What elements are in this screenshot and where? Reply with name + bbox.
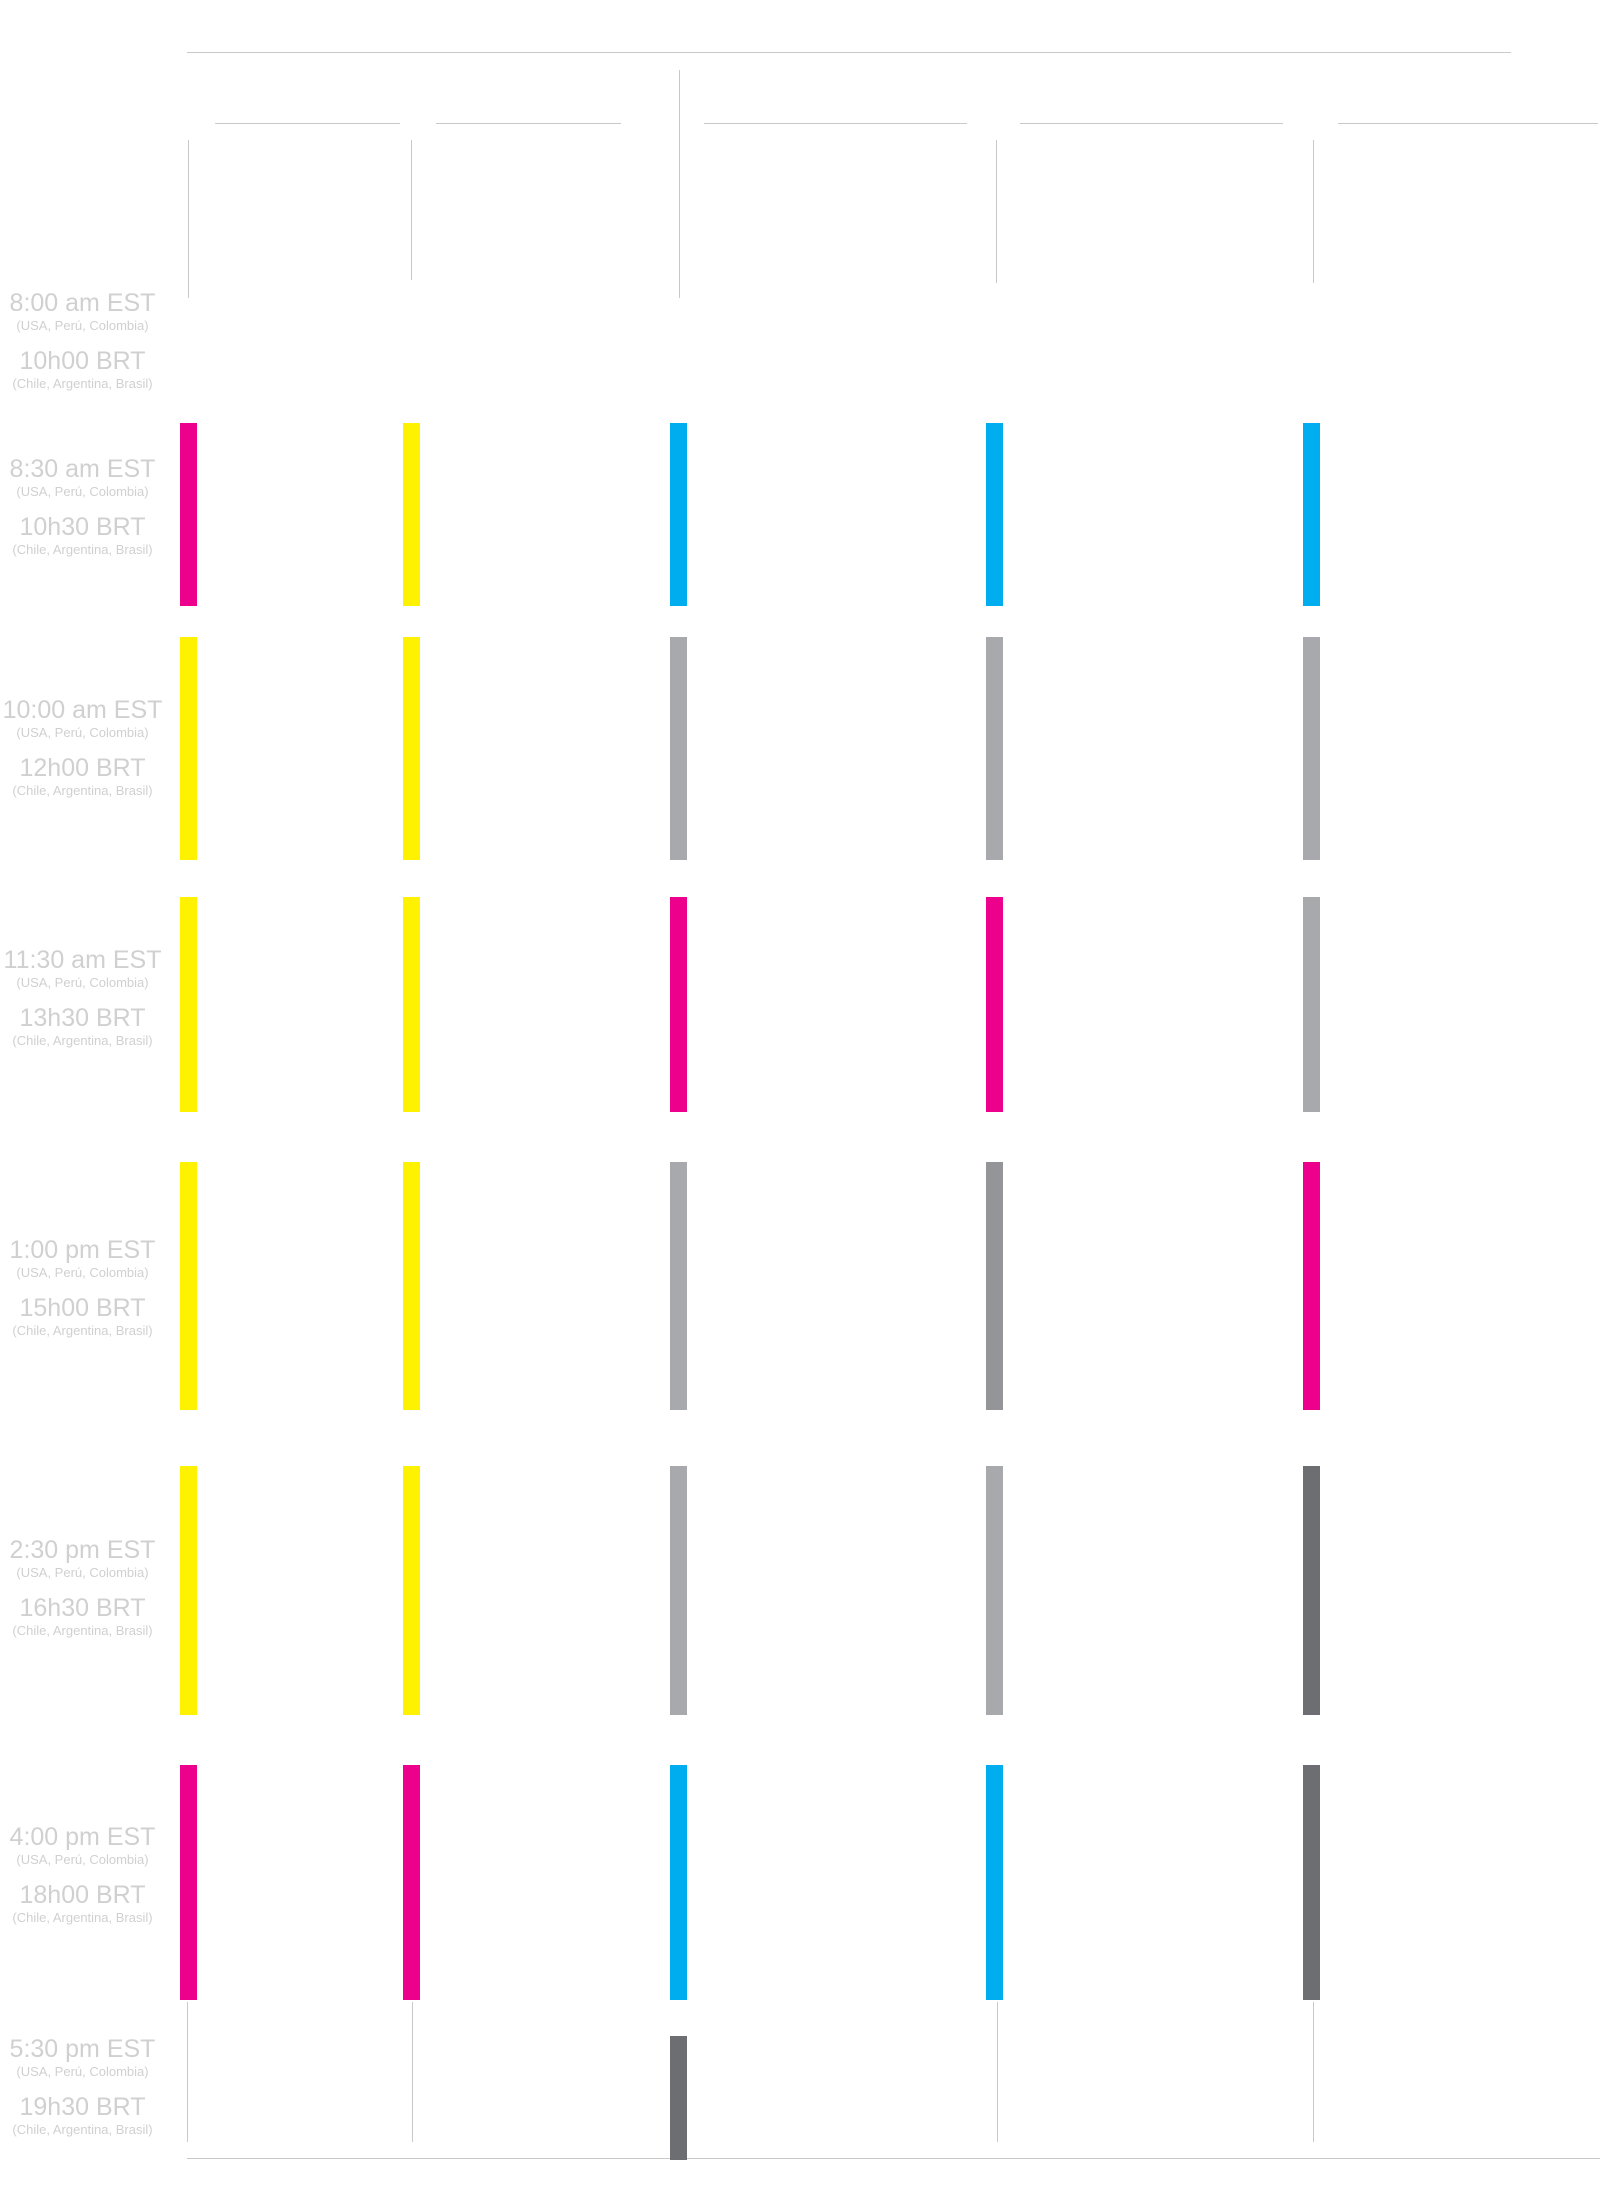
session-bar-track-3-slot-1 <box>670 423 687 606</box>
est-time: 11:30 am EST <box>3 946 162 974</box>
time-slot-5: 1:00 pm EST (USA, Perú, Colombia) 15h00 … <box>0 1235 165 1351</box>
session-bar-track-4-slot-3 <box>986 897 1003 1112</box>
brt-time: 10h00 BRT <box>19 347 146 375</box>
track-5-header-rule <box>1338 123 1598 124</box>
session-bar-track-2-slot-1 <box>403 423 420 606</box>
est-regions: (USA, Perú, Colombia) <box>16 484 149 499</box>
track-3-header-rule <box>704 123 967 124</box>
est-regions: (USA, Perú, Colombia) <box>16 2064 149 2079</box>
est-time: 4:00 pm EST <box>9 1823 156 1851</box>
session-bar-track-1-slot-5 <box>180 1466 197 1715</box>
time-slot-1: 8:00 am EST (USA, Perú, Colombia) 10h00 … <box>0 288 165 404</box>
est-time: 1:00 pm EST <box>9 1236 156 1264</box>
est-regions: (USA, Perú, Colombia) <box>16 1265 149 1280</box>
time-slot-3: 10:00 am EST (USA, Perú, Colombia) 12h00… <box>0 695 165 811</box>
track-4-header-divider <box>996 140 997 283</box>
est-regions: (USA, Perú, Colombia) <box>16 1565 149 1580</box>
track-5-footer-divider <box>1313 2002 1314 2142</box>
brt-time: 18h00 BRT <box>19 1881 146 1909</box>
time-slot-7: 4:00 pm EST (USA, Perú, Colombia) 18h00 … <box>0 1822 165 1938</box>
brt-regions: (Chile, Argentina, Brasil) <box>12 376 153 391</box>
time-slot-6: 2:30 pm EST (USA, Perú, Colombia) 16h30 … <box>0 1535 165 1651</box>
brt-regions: (Chile, Argentina, Brasil) <box>12 1033 153 1048</box>
session-bar-track-4-slot-2 <box>986 637 1003 860</box>
est-regions: (USA, Perú, Colombia) <box>16 318 149 333</box>
est-time: 8:00 am EST <box>9 289 156 317</box>
session-bar-track-3-slot-8 <box>670 2036 687 2160</box>
track-2-footer-divider <box>412 2002 413 2142</box>
brt-time: 12h00 BRT <box>19 754 146 782</box>
brt-regions: (Chile, Argentina, Brasil) <box>12 2122 153 2137</box>
brt-regions: (Chile, Argentina, Brasil) <box>12 1623 153 1638</box>
session-bar-track-2-slot-5 <box>403 1466 420 1715</box>
session-bar-track-3-slot-2 <box>670 637 687 860</box>
session-bar-track-3-slot-5 <box>670 1466 687 1715</box>
track-1-header-rule <box>215 123 400 124</box>
brt-time: 16h30 BRT <box>19 1594 146 1622</box>
session-bar-track-1-slot-1 <box>180 423 197 606</box>
track-2-header-rule <box>436 123 621 124</box>
session-bar-track-4-slot-6 <box>986 1765 1003 2000</box>
brt-time: 13h30 BRT <box>19 1004 146 1032</box>
track-3-header-divider <box>679 70 680 298</box>
brt-regions: (Chile, Argentina, Brasil) <box>12 542 153 557</box>
track-5-header-divider <box>1313 140 1314 283</box>
session-bar-track-5-slot-2 <box>1303 637 1320 860</box>
session-bar-track-4-slot-5 <box>986 1466 1003 1715</box>
session-bar-track-2-slot-3 <box>403 897 420 1112</box>
time-slot-8: 5:30 pm EST (USA, Perú, Colombia) 19h30 … <box>0 2034 165 2150</box>
track-4-footer-divider <box>997 2002 998 2142</box>
time-slot-4: 11:30 am EST (USA, Perú, Colombia) 13h30… <box>0 945 165 1061</box>
time-slot-2: 8:30 am EST (USA, Perú, Colombia) 10h30 … <box>0 454 165 570</box>
brt-regions: (Chile, Argentina, Brasil) <box>12 1323 153 1338</box>
session-bar-track-2-slot-6 <box>403 1765 420 2000</box>
session-bar-track-3-slot-4 <box>670 1162 687 1410</box>
session-bar-track-5-slot-1 <box>1303 423 1320 606</box>
est-time: 8:30 am EST <box>9 455 156 483</box>
session-bar-track-5-slot-3 <box>1303 897 1320 1112</box>
session-bar-track-5-slot-4 <box>1303 1162 1320 1410</box>
session-bar-track-3-slot-3 <box>670 897 687 1112</box>
session-bar-track-4-slot-4 <box>986 1162 1003 1410</box>
session-bar-track-2-slot-4 <box>403 1162 420 1410</box>
session-bar-track-5-slot-6 <box>1303 1765 1320 2000</box>
session-bar-track-4-slot-1 <box>986 423 1003 606</box>
track-1-header-divider <box>188 140 189 298</box>
brt-regions: (Chile, Argentina, Brasil) <box>12 1910 153 1925</box>
est-regions: (USA, Perú, Colombia) <box>16 1852 149 1867</box>
est-time: 10:00 am EST <box>2 696 163 724</box>
session-bar-track-1-slot-2 <box>180 637 197 860</box>
session-bar-track-5-slot-5 <box>1303 1466 1320 1715</box>
est-time: 5:30 pm EST <box>9 2035 156 2063</box>
session-bar-track-1-slot-3 <box>180 897 197 1112</box>
session-bar-track-3-slot-6 <box>670 1765 687 2000</box>
est-regions: (USA, Perú, Colombia) <box>16 975 149 990</box>
session-bar-track-2-slot-2 <box>403 637 420 860</box>
est-time: 2:30 pm EST <box>9 1536 156 1564</box>
track-1-footer-divider <box>187 2002 188 2142</box>
session-bar-track-1-slot-4 <box>180 1162 197 1410</box>
session-bar-track-1-slot-6 <box>180 1765 197 2000</box>
bottom-rule <box>187 2158 1600 2159</box>
brt-regions: (Chile, Argentina, Brasil) <box>12 783 153 798</box>
brt-time: 15h00 BRT <box>19 1294 146 1322</box>
est-regions: (USA, Perú, Colombia) <box>16 725 149 740</box>
top-rule <box>187 52 1511 53</box>
track-2-header-divider <box>411 140 412 280</box>
brt-time: 19h30 BRT <box>19 2093 146 2121</box>
track-4-header-rule <box>1020 123 1283 124</box>
brt-time: 10h30 BRT <box>19 513 146 541</box>
